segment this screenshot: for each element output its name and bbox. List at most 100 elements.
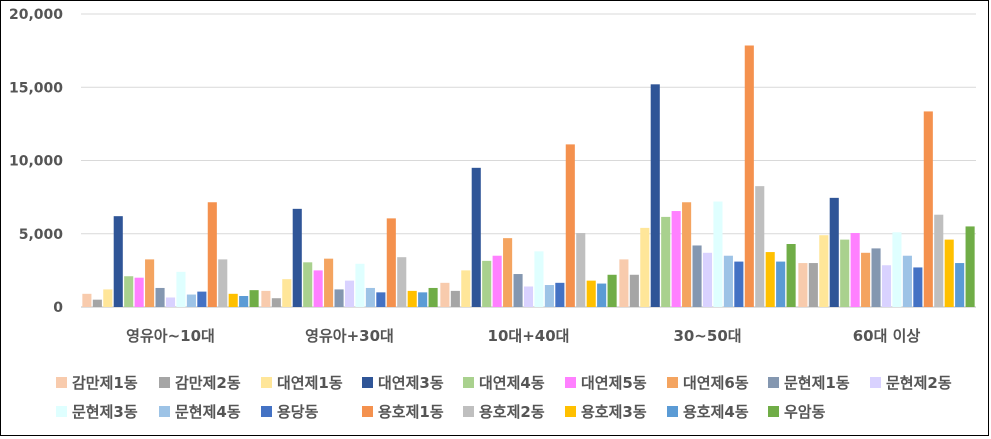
bar-문현제1동-30~50대: [692, 245, 702, 307]
bar-문현제3동-30~50대: [713, 201, 723, 307]
bar-감만제2동-영유아~10대: [92, 299, 102, 307]
bar-용호제1동-영유아~10대: [207, 202, 217, 307]
bar-대연제6동-30~50대: [682, 202, 692, 307]
legend-label: 문현제3동: [72, 403, 138, 421]
bar-우암동-30~50대: [786, 244, 796, 307]
y-tick-label: 0: [53, 300, 63, 316]
legend-swatch: [56, 377, 67, 388]
bar-용호제2동-영유아~10대: [218, 259, 228, 307]
bar-문현제2동-영유아~10대: [165, 297, 176, 307]
bar-용당동-영유아+30대: [376, 292, 386, 307]
legend-swatch: [56, 406, 67, 417]
bar-우암동-영유아~10대: [249, 290, 259, 307]
bar-용호제3동-영유아+30대: [407, 290, 417, 307]
bar-감만제2동-영유아+30대: [271, 298, 281, 307]
legend-swatch: [463, 406, 474, 417]
bar-용당동-30~50대: [734, 261, 744, 307]
bar-우암동-10대+40대: [607, 274, 617, 307]
bar-문현제3동-10대+40대: [534, 251, 544, 307]
bar-대연제1동-30~50대: [640, 227, 650, 307]
bar-문현제4동-영유아~10대: [186, 294, 196, 307]
bar-감만제1동-영유아+30대: [261, 290, 271, 307]
bar-대연제1동-영유아~10대: [103, 289, 113, 307]
bar-대연제4동-영유아+30대: [303, 262, 313, 307]
x-category-label: 30~50대: [673, 327, 741, 345]
bar-문현제4동-60대 이상: [902, 255, 912, 307]
bar-감만제2동-10대+40대: [450, 290, 460, 307]
bar-문현제2동-60대 이상: [881, 265, 892, 307]
bar-대연제3동-10대+40대: [471, 167, 481, 307]
legend-swatch: [667, 406, 678, 417]
bar-대연제1동-영유아+30대: [282, 279, 292, 307]
bar-감만제1동-10대+40대: [440, 282, 450, 307]
legend-label: 대연제1동: [277, 374, 343, 392]
legend-swatch: [159, 406, 170, 417]
bar-감만제1동-30~50대: [619, 259, 629, 307]
bar-용호제4동-60대 이상: [955, 263, 965, 307]
legend-swatch: [463, 377, 474, 388]
bar-용호제1동-30~50대: [744, 45, 754, 308]
legend-label: 대연제4동: [479, 374, 545, 392]
bar-용호제4동-30~50대: [776, 261, 786, 307]
x-category-label: 60대 이상: [853, 327, 921, 345]
x-category-label: 영유아+30대: [305, 327, 394, 345]
bar-대연제3동-30~50대: [650, 84, 660, 307]
bar-대연제3동-60대 이상: [829, 197, 839, 307]
legend-label: 대연제5동: [581, 374, 647, 392]
legend-label: 우암동: [784, 403, 826, 421]
legend-label: 용호제2동: [479, 403, 545, 421]
legend-label: 용호제3동: [581, 403, 647, 421]
legend-swatch: [768, 406, 779, 417]
legend-swatch: [667, 377, 678, 388]
legend-label: 용호제4동: [683, 403, 749, 421]
bar-대연제5동-30~50대: [671, 211, 681, 307]
y-tick-label: 5,000: [19, 227, 64, 243]
bar-우암동-영유아+30대: [428, 287, 438, 307]
bar-문현제3동-영유아+30대: [355, 263, 365, 307]
y-tick-label: 20,000: [9, 7, 63, 23]
legend-label: 문현제4동: [175, 403, 241, 421]
bar-문현제1동-영유아+30대: [334, 289, 344, 307]
bar-용호제3동-60대 이상: [944, 239, 954, 307]
bar-용호제1동-영유아+30대: [386, 218, 396, 307]
bar-용호제2동-60대 이상: [934, 214, 944, 307]
legend-label: 문현제2동: [886, 374, 952, 392]
bar-용호제2동-영유아+30대: [397, 257, 407, 307]
bar-문현제4동-30~50대: [723, 255, 733, 307]
legend-swatch: [362, 406, 373, 417]
bar-대연제6동-10대+40대: [503, 238, 513, 307]
legend-label: 감만제2동: [175, 374, 241, 392]
legend-swatch: [565, 377, 576, 388]
bar-문현제1동-60대 이상: [871, 248, 881, 307]
legend-swatch: [159, 377, 170, 388]
bar-감만제2동-60대 이상: [808, 263, 818, 307]
bar-용호제1동-60대 이상: [923, 111, 933, 307]
bar-용당동-10대+40대: [555, 282, 565, 307]
bar-대연제5동-10대+40대: [492, 255, 502, 307]
bar-용호제4동-영유아~10대: [239, 296, 249, 307]
legend-swatch: [565, 406, 576, 417]
bar-대연제6동-영유아+30대: [324, 258, 334, 307]
bar-문현제4동-10대+40대: [544, 285, 554, 307]
bar-대연제1동-10대+40대: [461, 270, 471, 307]
bar-용호제4동-영유아+30대: [418, 292, 428, 307]
bar-대연제1동-60대 이상: [819, 235, 829, 307]
legend-swatch: [768, 377, 779, 388]
bar-대연제4동-10대+40대: [482, 260, 492, 307]
bar-대연제3동-영유아+30대: [292, 208, 302, 307]
bar-문현제2동-영유아+30대: [344, 280, 355, 307]
y-tick-label: 15,000: [9, 80, 63, 96]
legend-label: 용당동: [277, 403, 319, 421]
bar-문현제3동-영유아~10대: [176, 271, 186, 307]
bar-문현제3동-60대 이상: [892, 232, 902, 307]
bar-용호제2동-10대+40대: [576, 233, 586, 307]
bar-용호제4동-10대+40대: [597, 283, 607, 307]
bar-우암동-60대 이상: [965, 226, 975, 307]
bar-문현제4동-영유아+30대: [365, 287, 375, 307]
bar-용당동-60대 이상: [913, 267, 923, 307]
bar-대연제5동-영유아~10대: [134, 277, 144, 307]
bar-용호제3동-30~50대: [765, 252, 775, 307]
bar-감만제1동-영유아~10대: [82, 293, 92, 307]
